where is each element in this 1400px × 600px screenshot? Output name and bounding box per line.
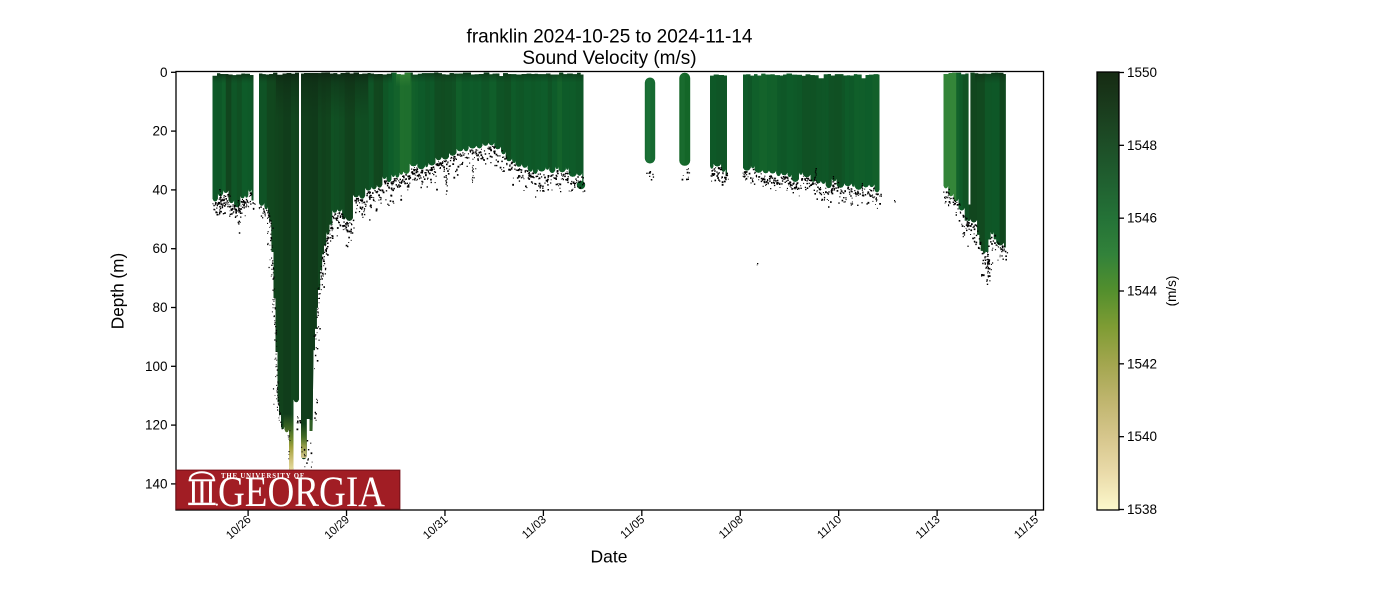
svg-text:Depth (m): Depth (m): [108, 253, 128, 329]
svg-text:140: 140: [145, 476, 168, 491]
svg-text:1544: 1544: [1127, 284, 1158, 299]
svg-text:1540: 1540: [1127, 429, 1157, 444]
svg-text:1548: 1548: [1127, 138, 1157, 153]
svg-text:GEORGIA: GEORGIA: [218, 467, 385, 516]
svg-text:80: 80: [152, 300, 167, 315]
svg-text:franklin 2024-10-25 to 2024-11: franklin 2024-10-25 to 2024-11-14: [467, 26, 753, 47]
svg-text:1550: 1550: [1127, 65, 1157, 80]
svg-text:1538: 1538: [1127, 502, 1157, 517]
svg-text:40: 40: [152, 182, 167, 197]
svg-text:100: 100: [145, 359, 168, 374]
svg-text:1542: 1542: [1127, 356, 1157, 371]
svg-text:60: 60: [152, 241, 167, 256]
svg-text:THE UNIVERSITY OF: THE UNIVERSITY OF: [221, 473, 304, 480]
svg-text:120: 120: [145, 418, 168, 433]
svg-text:0: 0: [160, 65, 168, 80]
svg-text:1546: 1546: [1127, 211, 1157, 226]
svg-text:Date: Date: [591, 547, 628, 567]
svg-text:20: 20: [152, 124, 167, 139]
svg-text:Sound Velocity (m/s): Sound Velocity (m/s): [522, 48, 696, 69]
svg-text:(m/s): (m/s): [1164, 276, 1179, 307]
